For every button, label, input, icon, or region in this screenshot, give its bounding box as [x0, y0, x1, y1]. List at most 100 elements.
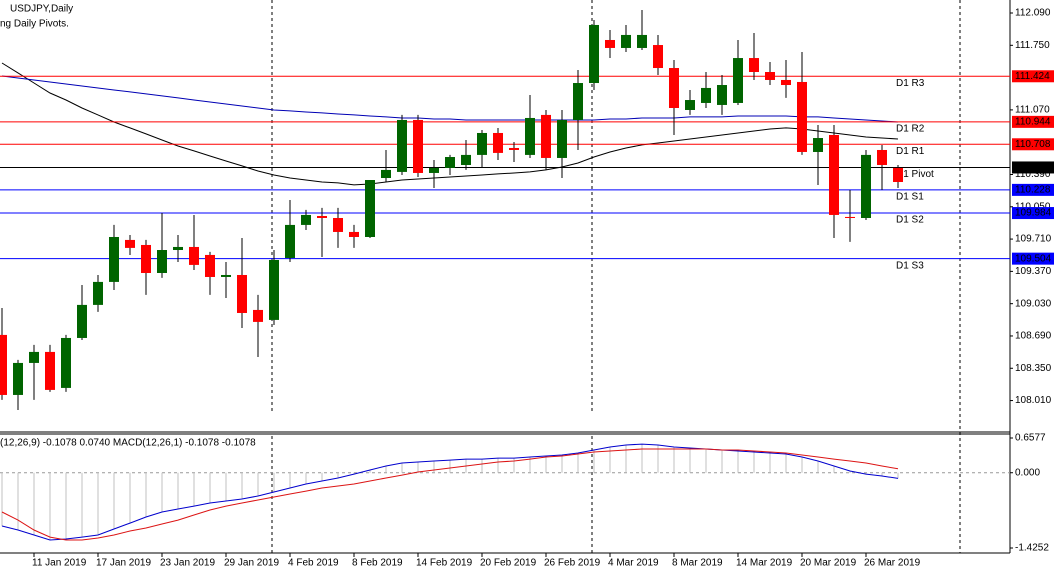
candle-body [605, 39, 615, 48]
price-label: 109.984 [1015, 208, 1052, 219]
price-label-box [1012, 70, 1054, 83]
y-tick-label: -1.4252 [1015, 543, 1049, 554]
candle-body [157, 250, 167, 273]
candle-body [877, 149, 887, 165]
candle-body [685, 100, 695, 110]
price-label: 110.708 [1015, 139, 1051, 150]
x-tick-label: 26 Mar 2019 [864, 558, 921, 569]
candle-body [829, 134, 839, 215]
candle-body [749, 58, 759, 72]
candle-body [45, 351, 55, 390]
candle-body [493, 132, 503, 153]
candle-body [77, 304, 87, 338]
price-label: 111.424 [1015, 71, 1050, 82]
candle-body [861, 154, 871, 218]
y-tick-label: 108.010 [1015, 395, 1052, 406]
x-tick-label: 17 Jan 2019 [96, 558, 151, 569]
candle-body [477, 132, 487, 155]
x-tick-label: 8 Mar 2019 [672, 558, 723, 569]
pivot-label: D1 S3 [896, 260, 924, 271]
chart-title: USDJPY,Daily [10, 4, 73, 15]
candle-body [0, 334, 7, 395]
chart-subtitle: ng Daily Pivots. [0, 19, 69, 30]
candle-body [269, 259, 279, 320]
candle-body [29, 351, 39, 363]
candle-body [429, 167, 439, 173]
candle-body [189, 246, 199, 265]
x-tick-label: 4 Mar 2019 [608, 558, 659, 569]
candle-body [701, 87, 711, 103]
pivot-label: D1 R2 [896, 124, 925, 135]
candle-body [381, 169, 391, 179]
price-label-box [1012, 138, 1054, 151]
pivot-label: D1 S1 [896, 192, 924, 203]
y-tick-label: 111.750 [1015, 40, 1050, 51]
y-tick-label: 109.370 [1015, 266, 1052, 277]
price-label-box [1012, 207, 1054, 220]
candle-body [173, 246, 183, 251]
x-tick-label: 14 Mar 2019 [736, 558, 793, 569]
candle-body [301, 214, 311, 225]
pivot-label: D1 Pivot [896, 169, 934, 180]
candle-body [813, 138, 823, 152]
x-tick-label: 4 Feb 2019 [288, 558, 339, 569]
indicator-title: (12,26,9) -0.1078 0.0740 MACD(12,26,1) -… [0, 438, 256, 449]
y-tick-label: 110.390 [1015, 169, 1051, 180]
price-label: 109.504 [1015, 253, 1052, 264]
x-tick-label: 14 Feb 2019 [416, 558, 473, 569]
pivot-label: D1 R1 [896, 146, 925, 157]
x-tick-label: 23 Jan 2019 [160, 558, 215, 569]
candle-body [893, 167, 903, 182]
candle-body [61, 337, 71, 388]
price-label-box [1012, 252, 1054, 265]
candle-body [653, 45, 663, 69]
pivot-label: D1 R3 [896, 78, 925, 89]
candle-body [637, 34, 647, 48]
candle-body [141, 244, 151, 273]
y-tick-label: 109.710 [1015, 234, 1052, 245]
candle-body [93, 281, 103, 305]
indicator-line [1, 448, 899, 541]
candle-body [333, 217, 343, 232]
candle-body [13, 362, 23, 395]
indicator-line [1, 443, 899, 541]
candle-body [413, 119, 423, 173]
price-label: 110.944 [1015, 117, 1051, 128]
y-tick-label: 0.6577 [1015, 433, 1046, 444]
x-tick-label: 11 Jan 2019 [32, 558, 87, 569]
candle-body [365, 180, 375, 237]
candle-body [397, 119, 407, 172]
candle-body [221, 274, 231, 277]
candle-body [205, 254, 215, 277]
candle-body [669, 68, 679, 108]
candle-body [733, 58, 743, 103]
price-label-box [1012, 115, 1054, 128]
y-tick-label: 0.000 [1015, 467, 1040, 478]
y-tick-label: 110.050 [1015, 201, 1051, 212]
plot-layer: 112.090 111.750 111.070 110.390 110.050 109.7… [0, 8, 1054, 569]
y-tick-label: 112.090 [1015, 8, 1051, 19]
candle-body [253, 309, 263, 322]
candle-body [845, 216, 855, 218]
candle-body [541, 114, 551, 158]
x-tick-label: 26 Feb 2019 [544, 558, 601, 569]
candle-body [717, 85, 727, 105]
candle-body [109, 236, 119, 282]
candle-body [461, 154, 471, 165]
candle-body [285, 224, 295, 258]
candle-body [557, 119, 567, 158]
y-tick-label: 108.350 [1015, 363, 1052, 374]
price-label: 110.464 [1015, 162, 1051, 173]
candle-body [589, 24, 599, 84]
candle-body [765, 72, 775, 80]
x-tick-label: 20 Feb 2019 [480, 558, 537, 569]
pivot-label: D1 S2 [896, 215, 924, 226]
candle-body [797, 81, 807, 152]
price-label-box [1012, 161, 1054, 174]
candle-body [237, 274, 247, 313]
candle-body [445, 157, 455, 168]
candle-body [317, 216, 327, 218]
